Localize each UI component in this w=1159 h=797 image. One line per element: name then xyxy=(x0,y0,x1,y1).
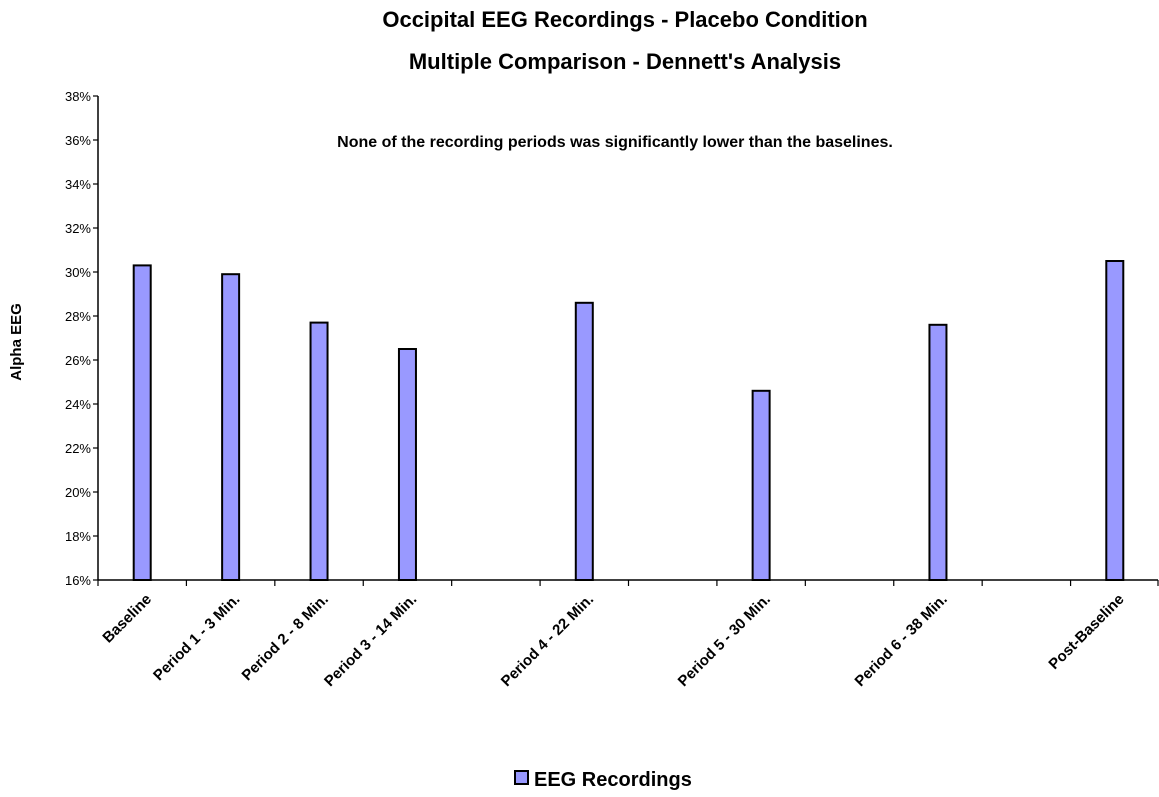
y-tick-label: 26% xyxy=(65,353,91,368)
legend-label: EEG Recordings xyxy=(534,769,692,791)
x-tick-label: Period 5 - 30 Min. xyxy=(675,591,774,690)
legend-swatch xyxy=(514,770,529,785)
y-tick-label: 16% xyxy=(65,573,91,588)
bar xyxy=(751,389,771,581)
x-tick-label: Period 4 - 22 Min. xyxy=(498,591,597,690)
y-tick-label: 22% xyxy=(65,441,91,456)
chart-title: Occipital EEG Recordings - Placebo Condi… xyxy=(382,7,867,32)
y-tick-label: 36% xyxy=(65,133,91,148)
chart-subtitle: Multiple Comparison - Dennett's Analysis xyxy=(409,49,841,74)
y-tick-label: 28% xyxy=(65,309,91,324)
bar xyxy=(221,273,241,581)
y-axis-label: Alpha EEG xyxy=(8,303,25,381)
y-tick-label: 20% xyxy=(65,485,91,500)
x-tick-label: Period 3 - 14 Min. xyxy=(321,591,420,690)
bar xyxy=(132,264,152,581)
y-tick-label: 24% xyxy=(65,397,91,412)
x-tick-label: Post-Baseline xyxy=(1045,591,1127,673)
legend: EEG Recordings xyxy=(514,769,692,791)
y-tick-label: 32% xyxy=(65,221,91,236)
bar xyxy=(1105,260,1125,581)
x-tick-label: Period 1 - 3 Min. xyxy=(150,591,243,684)
x-tick-label: Baseline xyxy=(99,591,155,647)
chart-annotation: None of the recording periods was signif… xyxy=(337,134,893,151)
y-tick-label: 18% xyxy=(65,529,91,544)
y-tick-label: 34% xyxy=(65,177,91,192)
y-tick-label: 38% xyxy=(65,89,91,104)
bar xyxy=(309,321,329,581)
x-tick-label: Period 6 - 38 Min. xyxy=(852,591,951,690)
y-tick-label: 30% xyxy=(65,265,91,280)
x-tick-label: Period 2 - 8 Min. xyxy=(239,591,332,684)
bar xyxy=(928,323,948,581)
bar xyxy=(397,348,417,581)
plot-area: 16% 18% 20% 22% 24% 26% 28% 30% 32% 34% 36% 38% Base… xyxy=(65,89,1159,690)
bar xyxy=(574,301,594,581)
